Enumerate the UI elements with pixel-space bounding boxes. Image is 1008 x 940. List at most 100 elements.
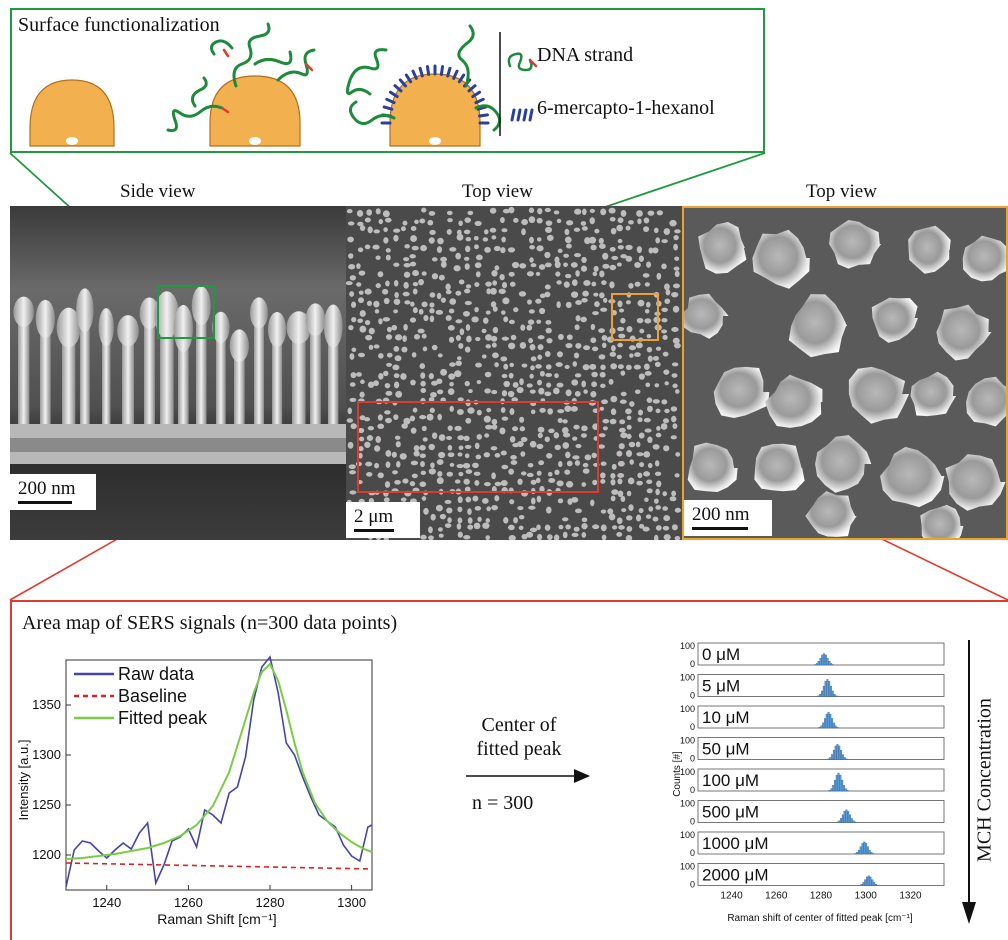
nanoparticle-dot [349, 353, 355, 360]
nanoparticle-dot [529, 527, 538, 533]
nanoparticle-dot [474, 442, 480, 450]
histogram-xlabel: Raman shift of center of fitted peak [cm… [727, 913, 913, 924]
nanoparticle-dot [661, 399, 668, 405]
pillar-cap [154, 291, 180, 339]
zoom-top-view-sem-image [682, 206, 1008, 540]
nanoparticle-dot [617, 238, 623, 244]
nanoparticle-dot [627, 477, 635, 485]
nanoparticle-dot [440, 261, 447, 268]
nanoparticle-dot [473, 522, 481, 530]
nanopillar [272, 323, 283, 436]
nanoparticle-dot [581, 482, 587, 487]
nanoparticle-dot [617, 245, 624, 250]
nanoparticle-dot [671, 415, 677, 423]
nanoparticle-dot [490, 301, 497, 308]
nanoparticle-dot [500, 247, 506, 254]
nanoparticle-cluster [910, 371, 957, 417]
nanoparticle-dot [378, 318, 383, 325]
nanoparticle-dot [629, 401, 635, 407]
nanoparticle-dot [590, 244, 597, 251]
sers-frame [10, 600, 1008, 940]
legend-entry: Baseline [118, 686, 187, 706]
nanoparticle-dot [527, 319, 535, 325]
nanoparticle-dot [411, 245, 419, 251]
nanoparticle-dot [537, 354, 543, 360]
nanoparticle-dot [485, 310, 491, 315]
nanoparticle-dot [484, 388, 491, 394]
nanoparticle-dot [620, 254, 628, 259]
nanoparticle-dot [346, 281, 353, 286]
nanoparticle-dot [421, 271, 427, 276]
bare-gold-particle [29, 79, 115, 147]
mch-molecule [425, 65, 431, 76]
nanoparticle-dot [571, 379, 579, 386]
nanoparticle-dot [464, 217, 472, 223]
nanoparticle-dot [644, 318, 652, 324]
nanoparticle-dot [558, 524, 564, 530]
nanoparticle-dot [652, 516, 659, 522]
nanoparticle-dot [599, 243, 606, 249]
nanoparticle-dot [500, 407, 506, 413]
nanoparticle-dot [456, 464, 464, 469]
nanoparticle-dot [616, 517, 623, 525]
nanoparticle-dot [520, 436, 528, 442]
nanoparticle-dot [571, 291, 579, 298]
nanoparticle-dot [575, 300, 582, 305]
histogram-bar [828, 681, 831, 697]
histogram-bar [824, 681, 827, 697]
nanoparticle-dot [428, 535, 434, 540]
nanoparticle-dot [384, 382, 391, 389]
histogram-concentration-label: 1000 μM [702, 834, 769, 853]
nanoparticle-dot [509, 499, 515, 505]
nanoparticle-dot [537, 426, 545, 433]
nanoparticle-dot [429, 292, 436, 298]
nanoparticle-dot [638, 507, 644, 514]
nanoparticle-dot [661, 329, 668, 334]
nanoparticle-dot [581, 256, 587, 263]
nanoparticle-dot [592, 311, 599, 316]
nanoparticle-dot [428, 373, 434, 380]
nanoparticle-dot [655, 525, 662, 531]
histogram-bar [846, 790, 849, 792]
histogram-bar [841, 754, 844, 760]
arrow-label-line1: Center of [481, 714, 557, 736]
histogram-bar [867, 875, 870, 886]
nanoparticle-dot [644, 428, 652, 433]
nanoparticle-dot [510, 334, 517, 341]
nanoparticle-dot [393, 414, 399, 421]
nanoparticle-dot [655, 488, 660, 496]
nanoparticle-dot [530, 497, 536, 505]
nanoparticle-dot [412, 307, 418, 314]
histogram-ytick-label: 100 [680, 830, 695, 840]
nanoparticle-dot [359, 310, 366, 317]
nanoparticle-dot [447, 452, 455, 458]
nanoparticle-dot [643, 217, 650, 224]
nanoparticle-dot [635, 441, 641, 448]
nanoparticle-dot [557, 498, 564, 504]
nanoparticle-dot [366, 209, 373, 216]
nanoparticle-dot [502, 208, 510, 214]
nanoparticle-dot [382, 317, 391, 322]
mch-molecule [467, 84, 477, 93]
nanoparticle-dot [500, 356, 508, 362]
nanoparticle-dot [633, 364, 641, 370]
nanoparticle-dot [429, 229, 436, 235]
histogram-bar [830, 663, 833, 666]
nanoparticle-dot [356, 372, 362, 377]
nanoparticle-dot [428, 443, 435, 451]
nanoparticle-dot [590, 499, 595, 507]
histogram-ylabel: Counts [#] [672, 751, 683, 797]
nanoparticle-dot [383, 237, 389, 244]
nanoparticle-dot [501, 336, 509, 341]
histogram-bar [854, 853, 857, 855]
pillar-cap [267, 311, 287, 347]
nanoparticle-dot [485, 344, 491, 349]
histogram-ytick-label: 0 [690, 880, 695, 890]
nanoparticle-dot [647, 462, 653, 469]
nanoparticle-dot [575, 315, 581, 322]
nanoparticle-dot [410, 226, 417, 231]
nanoparticle-dot [500, 480, 508, 487]
mch-molecule [471, 90, 482, 99]
nanoparticle-dot [646, 261, 652, 268]
nanoparticle-dot [420, 534, 427, 540]
